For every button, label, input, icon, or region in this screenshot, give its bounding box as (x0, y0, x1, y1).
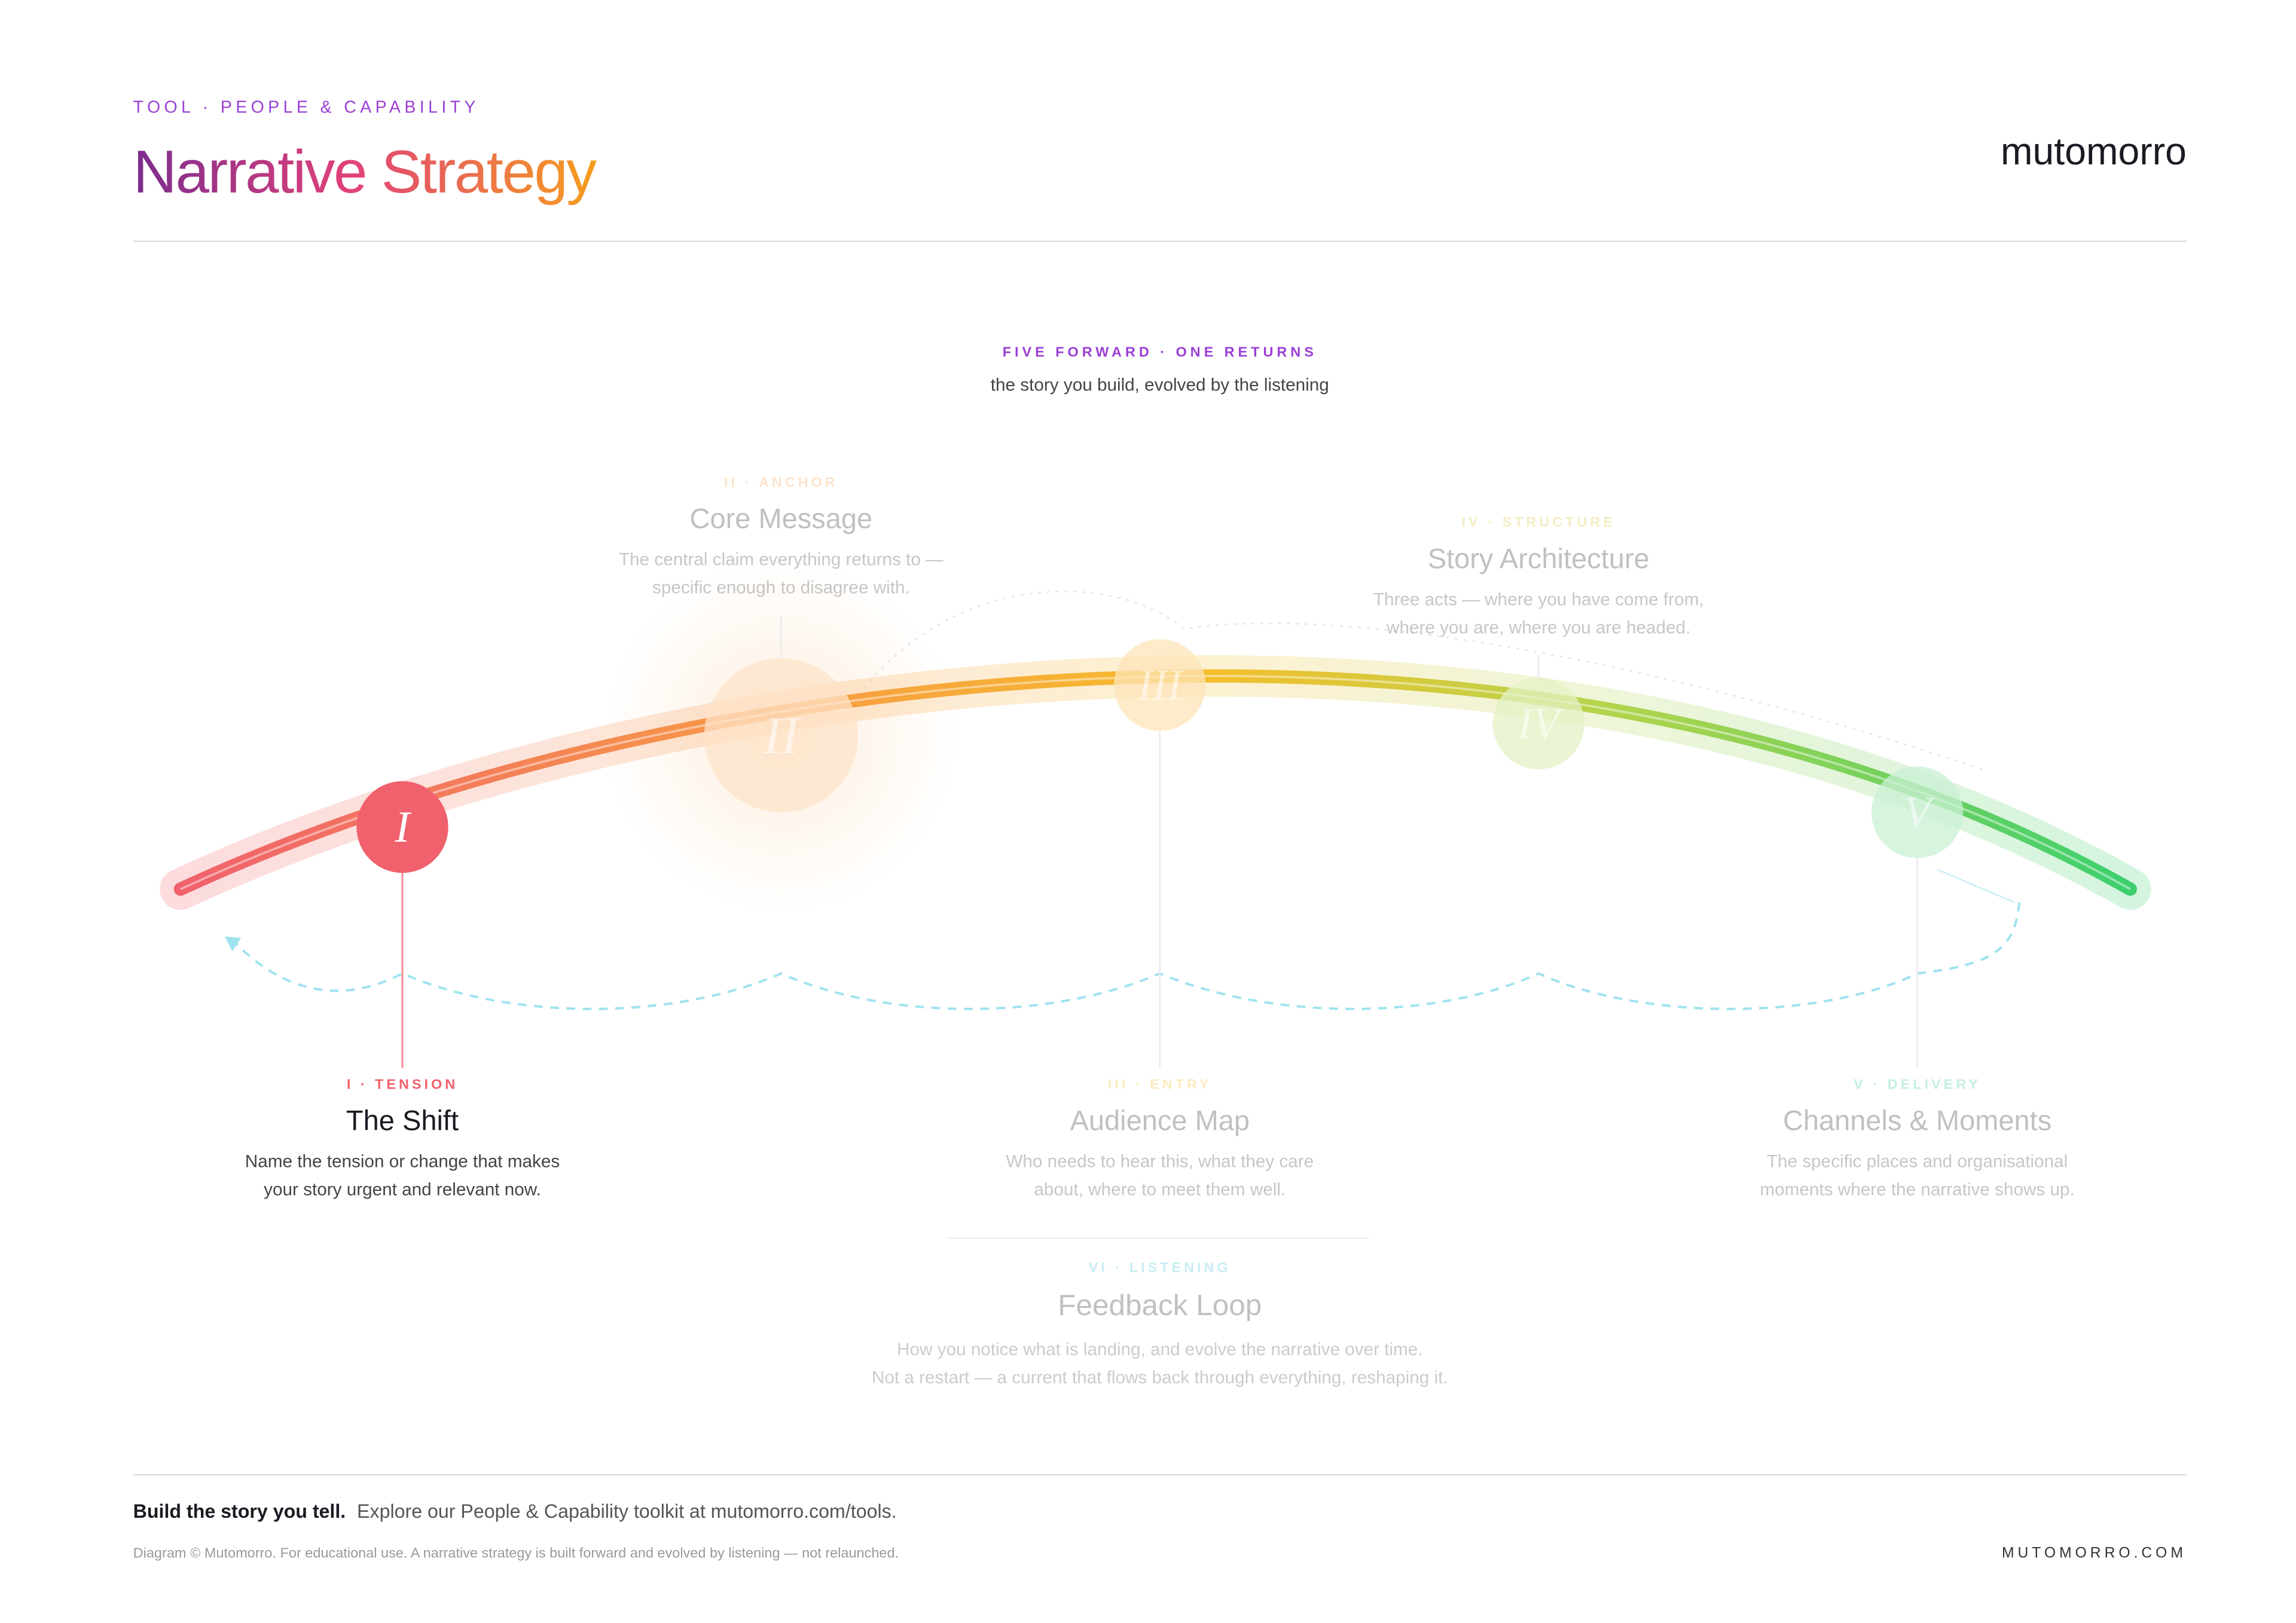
stage-description: The specific places and organisational (1767, 1152, 2068, 1172)
forward-dots (857, 591, 1983, 771)
stages: I I · TENSION The Shift Name the tension or… (245, 474, 2075, 1199)
stage-text: II · ANCHOR Core Message The central claim… (619, 474, 944, 597)
brand: mutomorro (2001, 130, 2187, 173)
header-title: Narrative Strategy (133, 138, 597, 206)
stage-label: I · TENSION (347, 1076, 458, 1092)
return-arrow (225, 936, 242, 952)
stage-title: Story Architecture (1428, 542, 1650, 574)
stage-description: about, where to meet them well. (1034, 1180, 1286, 1200)
stage-label: III · ENTRY (1108, 1076, 1212, 1092)
stage-title: The Shift (346, 1105, 459, 1136)
stage-label: IV · STRUCTURE (1462, 514, 1616, 530)
stage-description: where you are, where you are headed. (1386, 618, 1690, 637)
stage-title: Channels & Moments (1783, 1105, 2051, 1136)
stage-description: your story urgent and relevant now. (264, 1180, 541, 1200)
stage-label: V · DELIVERY (1854, 1076, 1981, 1092)
footer-text: Explore our People & Capability toolkit … (357, 1500, 897, 1522)
return-connector (1937, 869, 2016, 903)
stage-label: II · ANCHOR (724, 474, 838, 490)
stage-node (356, 781, 448, 873)
stage-numeral: III (1137, 661, 1184, 710)
stage-numeral: II (763, 707, 802, 765)
stage-node (704, 658, 859, 812)
stage-text: I · TENSION The Shift Name the tension or … (245, 1076, 560, 1199)
stage-node (1492, 677, 1584, 769)
stage-description: The central claim everything returns to … (619, 550, 944, 570)
stage-description: Three acts — where you have come from, (1373, 589, 1704, 609)
stage-title: Core Message (690, 503, 873, 534)
stage-text: IV · STRUCTURE Story Architecture Three ac… (1373, 514, 1704, 637)
feedback-label: VI · LISTENING (1089, 1260, 1231, 1275)
stage-numeral: IV (1517, 699, 1564, 748)
footer-lead: Build the story you tell. (133, 1500, 346, 1522)
footer-site: MUTOMORRO.COM (2002, 1545, 2187, 1561)
stage-description: moments where the narrative shows up. (1760, 1180, 2074, 1200)
feedback-line: Not a restart — a current that flows bac… (872, 1368, 1448, 1387)
stage-numeral: V (1904, 788, 1935, 837)
feedback-title: Feedback Loop (1058, 1289, 1262, 1322)
stage-description: Name the tension or change that makes (245, 1152, 560, 1172)
return-loop (233, 902, 2021, 1010)
stage-text: III · ENTRY Audience Map Who needs to hear… (1006, 1076, 1314, 1199)
intro-kicker: FIVE FORWARD · ONE RETURNS (1003, 344, 1317, 360)
stage-title: Audience Map (1070, 1105, 1250, 1136)
feedback-block: VI · LISTENING Feedback Loop How you not… (872, 1260, 1448, 1387)
footer-note: Diagram © Mutomorro. For educational use… (133, 1545, 899, 1561)
header-kicker: TOOL · PEOPLE & CAPABILITY (133, 97, 480, 117)
intro-subtitle: the story you build, evolved by the list… (991, 375, 1329, 395)
stage-description: specific enough to disagree with. (652, 578, 910, 598)
stage-node (1114, 639, 1206, 731)
footer-line: Build the story you tell. Explore our Pe… (133, 1500, 897, 1522)
stage-description: Who needs to hear this, what they care (1006, 1152, 1314, 1172)
feedback-line: How you notice what is landing, and evol… (897, 1340, 1423, 1359)
stage-node (1871, 766, 1964, 858)
stage-text: V · DELIVERY Channels & Moments The specif… (1760, 1076, 2074, 1199)
stage-numeral: I (395, 803, 412, 852)
